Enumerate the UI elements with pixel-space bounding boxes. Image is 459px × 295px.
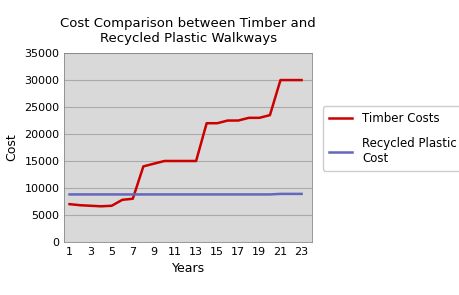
- Recycled Plastic
Cost: [67, 193, 72, 196]
- Recycled Plastic
Cost: [278, 192, 283, 196]
- Recycled Plastic
Cost: [288, 192, 294, 196]
- X-axis label: Years: Years: [172, 262, 205, 275]
- Timber Costs: [235, 119, 241, 122]
- Recycled Plastic
Cost: [183, 193, 188, 196]
- Recycled Plastic
Cost: [88, 193, 93, 196]
- Timber Costs: [288, 78, 294, 82]
- Line: Timber Costs: Timber Costs: [69, 80, 302, 206]
- Timber Costs: [151, 162, 157, 165]
- Timber Costs: [88, 204, 93, 207]
- Timber Costs: [257, 116, 262, 119]
- Timber Costs: [77, 204, 83, 207]
- Timber Costs: [299, 78, 304, 82]
- Recycled Plastic
Cost: [235, 193, 241, 196]
- Recycled Plastic
Cost: [151, 193, 157, 196]
- Timber Costs: [183, 159, 188, 163]
- Timber Costs: [225, 119, 230, 122]
- Recycled Plastic
Cost: [257, 193, 262, 196]
- Timber Costs: [246, 116, 252, 119]
- Timber Costs: [98, 204, 104, 208]
- Recycled Plastic
Cost: [77, 193, 83, 196]
- Timber Costs: [140, 165, 146, 168]
- Recycled Plastic
Cost: [246, 193, 252, 196]
- Timber Costs: [67, 202, 72, 206]
- Recycled Plastic
Cost: [130, 193, 135, 196]
- Timber Costs: [278, 78, 283, 82]
- Timber Costs: [130, 197, 135, 201]
- Recycled Plastic
Cost: [214, 193, 220, 196]
- Recycled Plastic
Cost: [204, 193, 209, 196]
- Recycled Plastic
Cost: [193, 193, 199, 196]
- Timber Costs: [119, 198, 125, 201]
- Timber Costs: [162, 159, 167, 163]
- Timber Costs: [214, 122, 220, 125]
- Recycled Plastic
Cost: [299, 192, 304, 196]
- Timber Costs: [193, 159, 199, 163]
- Recycled Plastic
Cost: [119, 193, 125, 196]
- Timber Costs: [109, 204, 114, 207]
- Recycled Plastic
Cost: [267, 193, 273, 196]
- Recycled Plastic
Cost: [172, 193, 178, 196]
- Recycled Plastic
Cost: [225, 193, 230, 196]
- Y-axis label: Cost: Cost: [6, 134, 19, 161]
- Recycled Plastic
Cost: [162, 193, 167, 196]
- Timber Costs: [172, 159, 178, 163]
- Recycled Plastic
Cost: [140, 193, 146, 196]
- Legend: Timber Costs, Recycled Plastic
Cost: Timber Costs, Recycled Plastic Cost: [323, 106, 459, 171]
- Timber Costs: [204, 122, 209, 125]
- Title: Cost Comparison between Timber and
Recycled Plastic Walkways: Cost Comparison between Timber and Recyc…: [60, 17, 316, 45]
- Recycled Plastic
Cost: [98, 193, 104, 196]
- Recycled Plastic
Cost: [109, 193, 114, 196]
- Timber Costs: [267, 113, 273, 117]
